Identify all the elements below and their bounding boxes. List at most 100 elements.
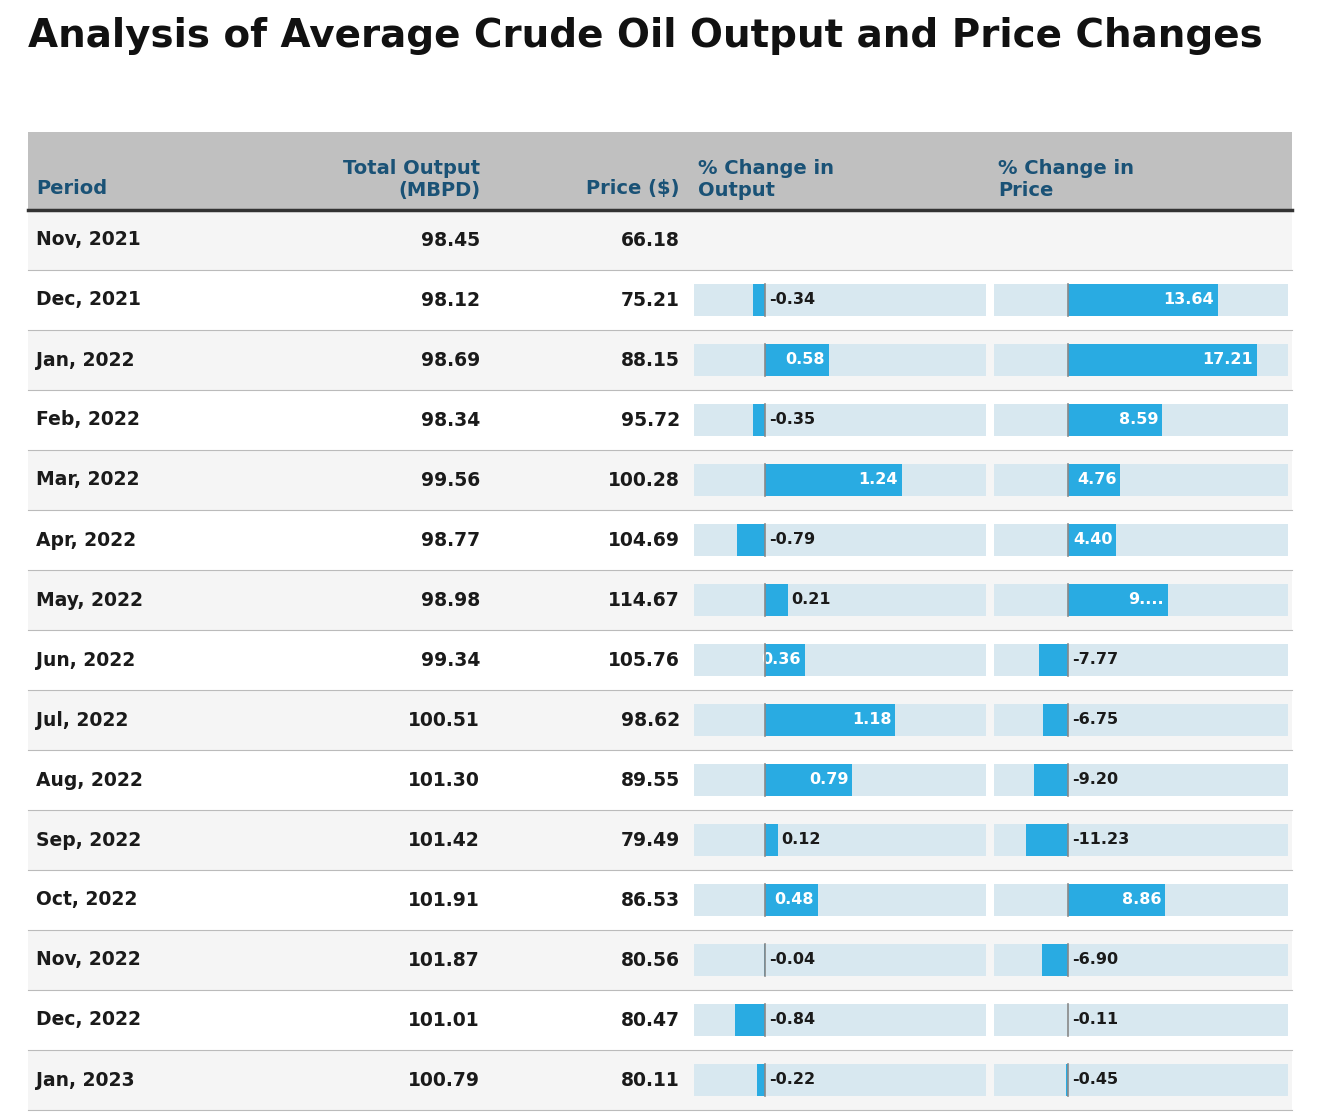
Bar [994,465,1288,496]
Text: % Change in
Output: % Change in Output [698,159,834,200]
Text: 8.86: 8.86 [1122,893,1162,907]
Text: 0.48: 0.48 [775,893,814,907]
Text: 100.79: 100.79 [408,1071,480,1090]
Bar [1027,824,1068,855]
Text: 8.59: 8.59 [1119,413,1159,427]
Text: 88.15: 88.15 [622,350,680,369]
Bar [28,450,1292,510]
Text: Nov, 2021: Nov, 2021 [36,230,141,249]
Bar [766,465,902,496]
Text: Feb, 2022: Feb, 2022 [36,410,140,429]
Bar [752,285,766,316]
Text: Period: Period [36,179,107,198]
Text: 98.34: 98.34 [421,410,480,429]
Bar [694,465,986,496]
Bar [994,764,1288,795]
Text: Price ($): Price ($) [586,179,680,198]
Text: -0.35: -0.35 [770,413,816,427]
Bar [28,691,1292,749]
Bar [766,884,818,915]
Text: -0.45: -0.45 [1072,1072,1118,1088]
Text: Aug, 2022: Aug, 2022 [36,771,143,790]
Text: 4.40: 4.40 [1073,533,1113,547]
Bar [28,270,1292,330]
Bar [766,644,805,676]
Bar [735,1004,766,1035]
Text: 80.11: 80.11 [622,1071,680,1090]
Text: 100.51: 100.51 [408,711,480,729]
Text: 66.18: 66.18 [622,230,680,249]
Text: 86.53: 86.53 [620,891,680,910]
Text: 98.69: 98.69 [421,350,480,369]
Text: Sep, 2022: Sep, 2022 [36,831,141,850]
Bar [994,525,1288,556]
Bar [994,824,1288,855]
Text: Nov, 2022: Nov, 2022 [36,951,141,970]
Bar [1068,345,1258,376]
Bar [694,405,986,436]
Text: -0.04: -0.04 [770,953,816,967]
Bar [1034,764,1068,795]
Text: -6.75: -6.75 [1072,713,1118,727]
Text: 101.87: 101.87 [408,951,480,970]
Bar [28,930,1292,990]
Bar [1043,944,1068,975]
Bar [994,285,1288,316]
Bar [737,525,766,556]
Text: Jul, 2022: Jul, 2022 [36,711,128,729]
Bar [766,824,779,855]
Text: 17.21: 17.21 [1203,353,1253,367]
Bar [1068,285,1218,316]
Bar [1043,704,1068,736]
Bar [694,585,986,616]
Bar [994,944,1288,975]
Text: Analysis of Average Crude Oil Output and Price Changes: Analysis of Average Crude Oil Output and… [28,17,1263,54]
Text: 98.77: 98.77 [421,530,480,549]
Text: 114.67: 114.67 [609,590,680,609]
Bar [994,884,1288,915]
Text: 98.98: 98.98 [421,590,480,609]
Text: 0.21: 0.21 [791,593,830,607]
Bar [28,631,1292,691]
Bar [1068,405,1163,436]
Bar [766,764,853,795]
Text: 98.62: 98.62 [620,711,680,729]
Text: 98.45: 98.45 [421,230,480,249]
Text: 75.21: 75.21 [622,290,680,309]
Bar [766,345,829,376]
Text: 0.36: 0.36 [762,653,801,667]
Text: 100.28: 100.28 [609,470,680,489]
Text: 104.69: 104.69 [609,530,680,549]
Text: % Change in
Price: % Change in Price [998,159,1134,200]
Text: 0.58: 0.58 [785,353,825,367]
Bar [694,944,986,975]
Text: 80.47: 80.47 [620,1011,680,1030]
Text: 95.72: 95.72 [620,410,680,429]
Bar [763,944,766,975]
Text: 0.79: 0.79 [809,773,849,787]
Bar [1068,884,1166,915]
Text: Jan, 2023: Jan, 2023 [36,1071,135,1090]
Text: Dec, 2021: Dec, 2021 [36,290,141,309]
Bar [694,764,986,795]
Bar [694,884,986,915]
Text: 101.30: 101.30 [408,771,480,790]
Bar [28,870,1292,930]
Bar [1068,585,1168,616]
Text: 13.64: 13.64 [1163,292,1214,308]
Text: 1.18: 1.18 [851,713,891,727]
Text: 101.91: 101.91 [408,891,480,910]
Bar [994,405,1288,436]
Bar [1068,465,1121,496]
Bar [694,824,986,855]
Bar [28,132,1292,210]
Bar [28,570,1292,631]
Bar [694,1064,986,1095]
Bar [1039,644,1068,676]
Bar [694,1004,986,1035]
Text: Dec, 2022: Dec, 2022 [36,1011,141,1030]
Text: -6.90: -6.90 [1072,953,1118,967]
Bar [766,585,788,616]
Text: Oct, 2022: Oct, 2022 [36,891,137,910]
Text: 79.49: 79.49 [620,831,680,850]
